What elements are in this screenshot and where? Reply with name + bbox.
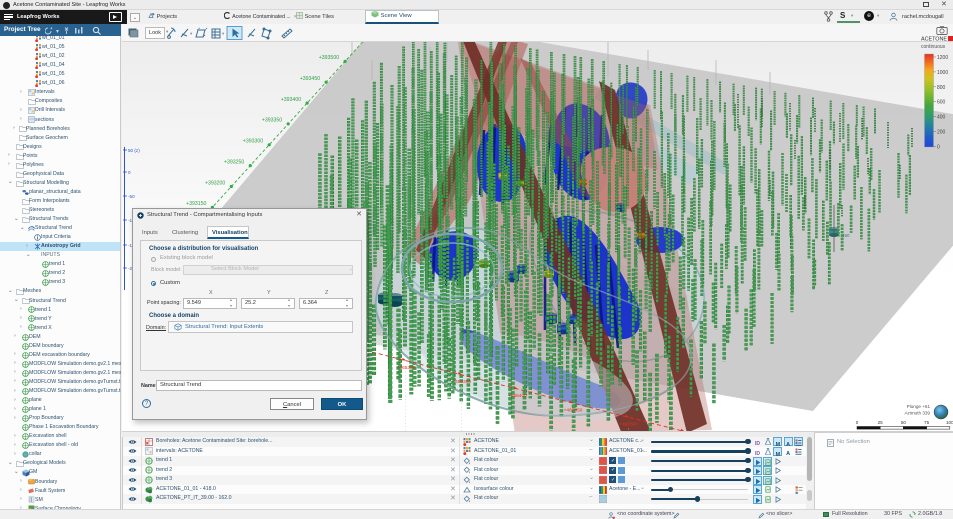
svg-text:+393500: +393500: [319, 55, 339, 61]
svg-text:+393400: +393400: [281, 97, 301, 103]
svg-text:-50: -50: [128, 194, 135, 199]
svg-text:▾: ▾: [56, 29, 59, 35]
svg-text:+465400: +465400: [508, 393, 527, 399]
svg-text:0: 0: [128, 170, 131, 175]
svg-text:50 (z): 50 (z): [128, 148, 140, 153]
svg-text:50: 50: [901, 420, 907, 425]
svg-text:▾: ▾: [190, 31, 193, 36]
svg-text:800: 800: [937, 85, 946, 91]
svg-text:200: 200: [937, 130, 946, 136]
svg-text:+393200: +393200: [205, 180, 225, 186]
svg-text:1000: 1000: [937, 70, 948, 76]
svg-text:1200: 1200: [937, 55, 948, 61]
svg-text:+465350: +465350: [452, 379, 471, 385]
svg-text:Azimuth 339: Azimuth 339: [904, 411, 930, 416]
svg-text:0: 0: [856, 420, 859, 425]
svg-text:25: 25: [878, 420, 884, 425]
svg-text:▾: ▾: [222, 31, 225, 36]
svg-text:400: 400: [937, 115, 946, 121]
svg-text:+393250: +393250: [224, 159, 244, 165]
svg-text:600: 600: [937, 100, 946, 106]
svg-text:0: 0: [937, 144, 940, 150]
svg-text:+465450: +465450: [564, 407, 583, 413]
svg-text:+465300: +465300: [397, 365, 416, 371]
svg-text:+393450: +393450: [300, 76, 320, 82]
svg-text:+393350: +393350: [262, 118, 282, 124]
svg-text:Plunge +61: Plunge +61: [907, 404, 931, 409]
svg-text:100: 100: [946, 420, 953, 425]
svg-text:75: 75: [924, 420, 930, 425]
svg-text:+465500: +465500: [619, 422, 638, 428]
svg-text:+393150: +393150: [186, 201, 206, 207]
svg-text:+393300: +393300: [243, 139, 263, 145]
